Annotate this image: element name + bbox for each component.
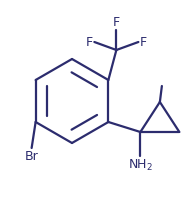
Text: Br: Br <box>25 150 38 163</box>
Text: F: F <box>113 16 120 29</box>
Text: NH$_2$: NH$_2$ <box>128 158 153 173</box>
Text: F: F <box>139 35 146 48</box>
Text: F: F <box>86 35 93 48</box>
